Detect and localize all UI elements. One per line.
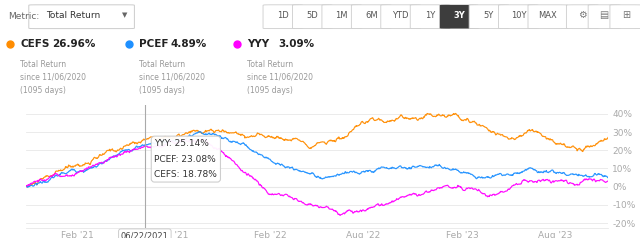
FancyBboxPatch shape — [29, 5, 134, 29]
FancyBboxPatch shape — [351, 5, 391, 29]
Text: YYY: YYY — [247, 39, 269, 49]
Text: 6M: 6M — [365, 11, 378, 20]
FancyBboxPatch shape — [322, 5, 362, 29]
Text: (1095 days): (1095 days) — [247, 86, 292, 95]
FancyBboxPatch shape — [263, 5, 303, 29]
Text: 1D: 1D — [277, 11, 289, 20]
Text: Total Return: Total Return — [20, 60, 67, 69]
Text: 4.89%: 4.89% — [171, 39, 207, 49]
Text: Total Return: Total Return — [140, 60, 186, 69]
Text: since 11/06/2020: since 11/06/2020 — [247, 73, 313, 82]
Text: 1M: 1M — [335, 11, 348, 20]
Text: 06/22/2021: 06/22/2021 — [121, 231, 169, 238]
Text: MAX: MAX — [538, 11, 557, 20]
FancyBboxPatch shape — [440, 5, 479, 29]
Text: YYY: 25.14%
PCEF: 23.08%
CEFS: 18.78%: YYY: 25.14% PCEF: 23.08% CEFS: 18.78% — [154, 139, 218, 179]
FancyBboxPatch shape — [588, 5, 620, 29]
Text: Metric:: Metric: — [8, 12, 39, 20]
Text: 5Y: 5Y — [484, 11, 494, 20]
Text: 3.09%: 3.09% — [278, 39, 314, 49]
FancyBboxPatch shape — [499, 5, 538, 29]
Text: 5D: 5D — [307, 11, 318, 20]
Text: YTD: YTD — [392, 11, 409, 20]
Text: Total Return: Total Return — [247, 60, 293, 69]
FancyBboxPatch shape — [292, 5, 332, 29]
Text: ▤: ▤ — [600, 10, 609, 20]
FancyBboxPatch shape — [381, 5, 420, 29]
FancyBboxPatch shape — [566, 5, 598, 29]
Text: since 11/06/2020: since 11/06/2020 — [20, 73, 86, 82]
Text: (1095 days): (1095 days) — [20, 86, 67, 95]
Text: (1095 days): (1095 days) — [140, 86, 185, 95]
FancyBboxPatch shape — [610, 5, 640, 29]
Text: 1Y: 1Y — [425, 11, 435, 20]
Text: Total Return: Total Return — [46, 11, 100, 20]
Text: ⊞: ⊞ — [622, 10, 630, 20]
Text: PCEF: PCEF — [140, 39, 169, 49]
Text: 26.96%: 26.96% — [52, 39, 95, 49]
Text: 3Y: 3Y — [454, 11, 465, 20]
FancyBboxPatch shape — [410, 5, 450, 29]
Text: CEFS: CEFS — [20, 39, 50, 49]
FancyBboxPatch shape — [469, 5, 509, 29]
Text: ⚙: ⚙ — [578, 10, 587, 20]
Text: ▼: ▼ — [122, 12, 127, 18]
Text: 10Y: 10Y — [511, 11, 526, 20]
Text: since 11/06/2020: since 11/06/2020 — [140, 73, 205, 82]
FancyBboxPatch shape — [528, 5, 568, 29]
